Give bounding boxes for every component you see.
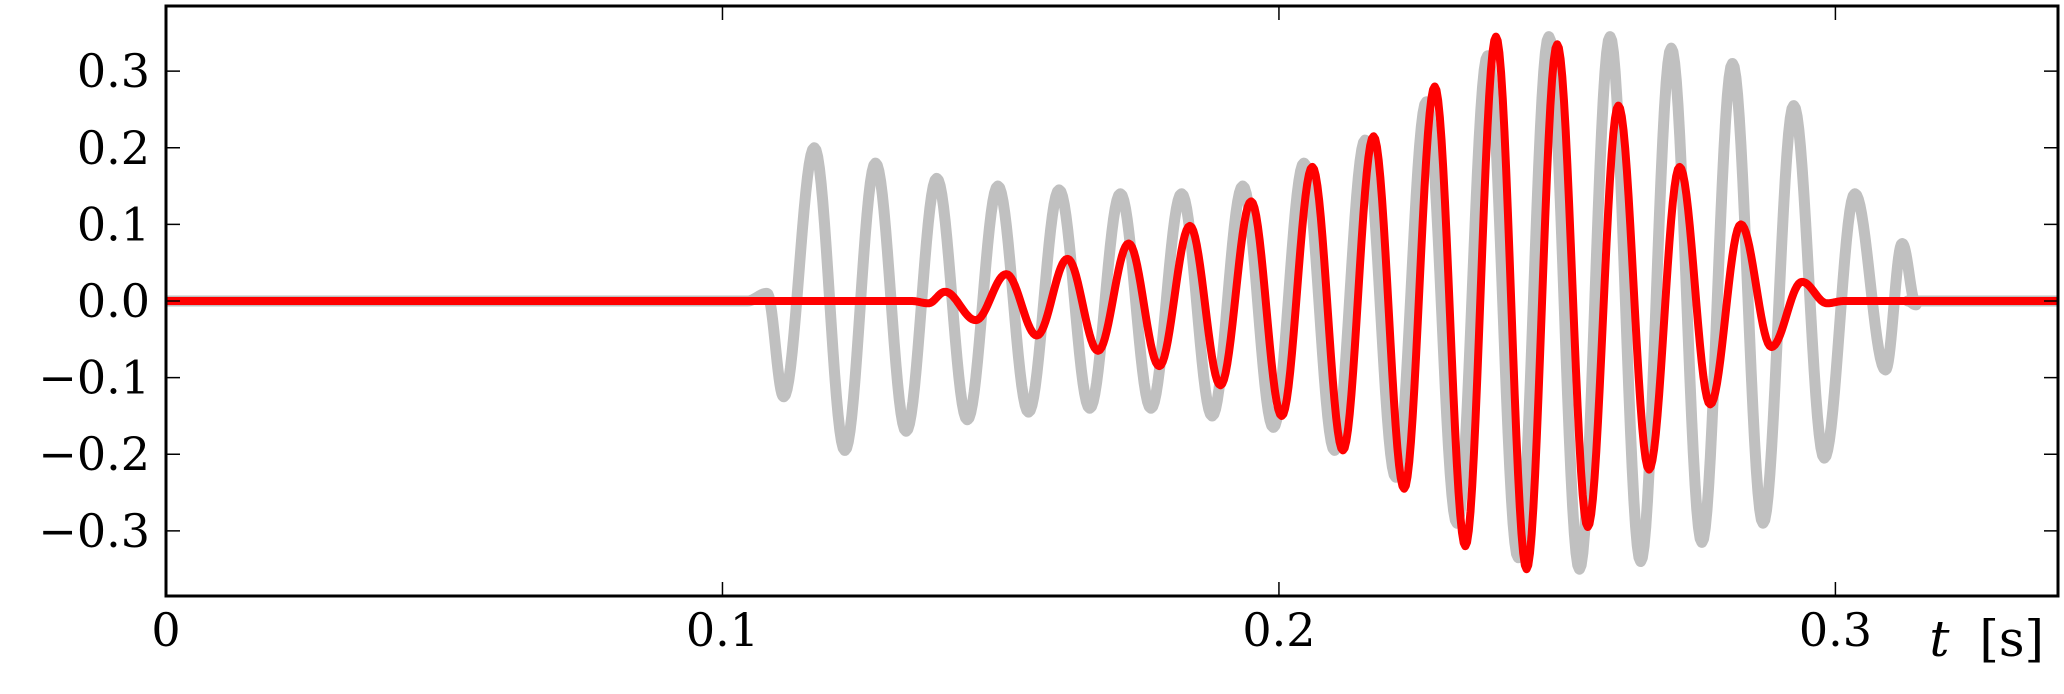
y-tick-label: −0.1 <box>38 351 150 405</box>
x-tick-label: 0 <box>151 603 180 657</box>
tick-labels: 0 0.1 0.2 0.3 0.3 0.2 0.1 0.0 −0.1 −0.2 −0.3 <box>38 44 1872 657</box>
series-line-red <box>166 32 2058 574</box>
y-tick-label: 0.0 <box>77 274 150 328</box>
series-line-gray <box>166 31 2058 575</box>
y-tick-label: 0.2 <box>77 121 150 175</box>
x-axis-variable: t <box>1929 610 1950 668</box>
x-tick-label: 0.3 <box>1799 603 1872 657</box>
y-tick-label: 0.3 <box>77 44 150 98</box>
ticks <box>165 6 2058 596</box>
x-axis-label: t [s] <box>1929 610 2044 668</box>
x-tick-label: 0.2 <box>1242 603 1315 657</box>
y-tick-label: −0.2 <box>38 427 150 481</box>
y-tick-label: −0.3 <box>38 504 150 558</box>
x-axis-unit: [s] <box>1979 610 2044 668</box>
plot-area <box>166 31 2058 575</box>
y-tick-label: 0.1 <box>77 197 150 251</box>
x-tick-label: 0.1 <box>686 603 759 657</box>
